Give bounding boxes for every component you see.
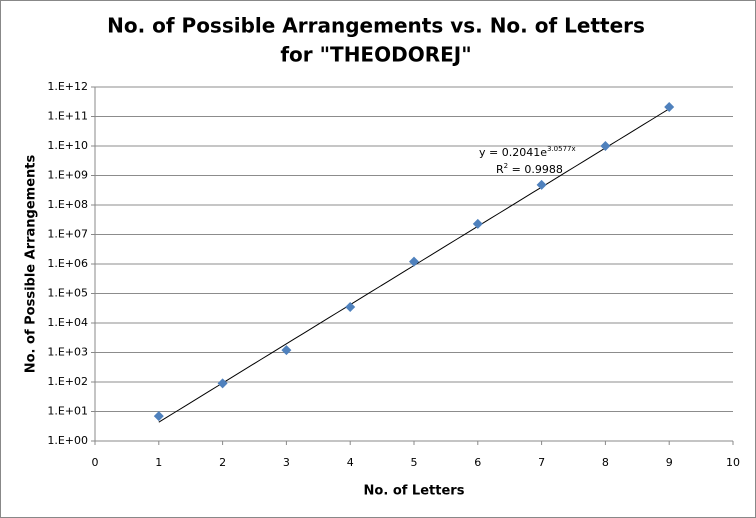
- data-point: [600, 141, 611, 151]
- equation-text: y = 0.2041e: [479, 146, 547, 159]
- x-tick-label: 4: [347, 456, 354, 469]
- trendline-equation: y = 0.2041e3.0577x: [479, 145, 576, 159]
- y-axis-title: No. of Possible Arrangements: [24, 155, 39, 374]
- data-point: [345, 301, 356, 312]
- y-tick-label: 1.E+09: [47, 169, 88, 182]
- y-tick-label: 1.E+07: [47, 228, 88, 241]
- chart-title: No. of Possible Arrangements vs. No. of …: [107, 14, 645, 38]
- data-point: [153, 411, 164, 422]
- r-squared: R2 = 0.9988: [496, 162, 563, 176]
- x-tick-label: 9: [666, 456, 673, 469]
- y-tick-label: 1.E+04: [47, 316, 88, 329]
- x-tick-label: 2: [219, 456, 226, 469]
- data-point: [536, 179, 547, 190]
- x-tick-label: 10: [726, 456, 740, 469]
- y-tick-label: 1.E+06: [47, 257, 88, 270]
- x-tick-label: 6: [474, 456, 481, 469]
- x-tick-label: 8: [602, 456, 609, 469]
- x-tick-label: 1: [155, 456, 162, 469]
- r2-base: R: [496, 163, 504, 176]
- x-tick-label: 7: [538, 456, 545, 469]
- y-tick-label: 1.E+10: [47, 139, 88, 152]
- x-tick-label: 5: [411, 456, 418, 469]
- y-tick-label: 1.E+03: [47, 346, 88, 359]
- x-tick-label: 0: [92, 456, 99, 469]
- data-point: [472, 218, 483, 229]
- y-tick-label: 1.E+00: [47, 434, 88, 447]
- r2-exponent: 2: [504, 162, 508, 170]
- data-point: [409, 256, 419, 267]
- y-tick-label: 1.E+01: [47, 405, 88, 418]
- y-tick-label: 1.E+05: [47, 287, 88, 300]
- data-point: [664, 101, 675, 112]
- x-tick-label: 3: [283, 456, 290, 469]
- chart-title: for "THEODOREJ": [280, 43, 471, 67]
- data-point: [281, 345, 292, 356]
- y-tick-label: 1.E+11: [47, 110, 88, 123]
- y-tick-label: 1.E+08: [47, 198, 88, 211]
- y-tick-label: 1.E+12: [47, 80, 88, 93]
- y-tick-label: 1.E+02: [47, 375, 88, 388]
- data-point: [217, 378, 228, 389]
- r2-value: = 0.9988: [508, 163, 563, 176]
- equation-exponent: 3.0577x: [547, 145, 576, 153]
- x-axis-title: No. of Letters: [364, 484, 465, 499]
